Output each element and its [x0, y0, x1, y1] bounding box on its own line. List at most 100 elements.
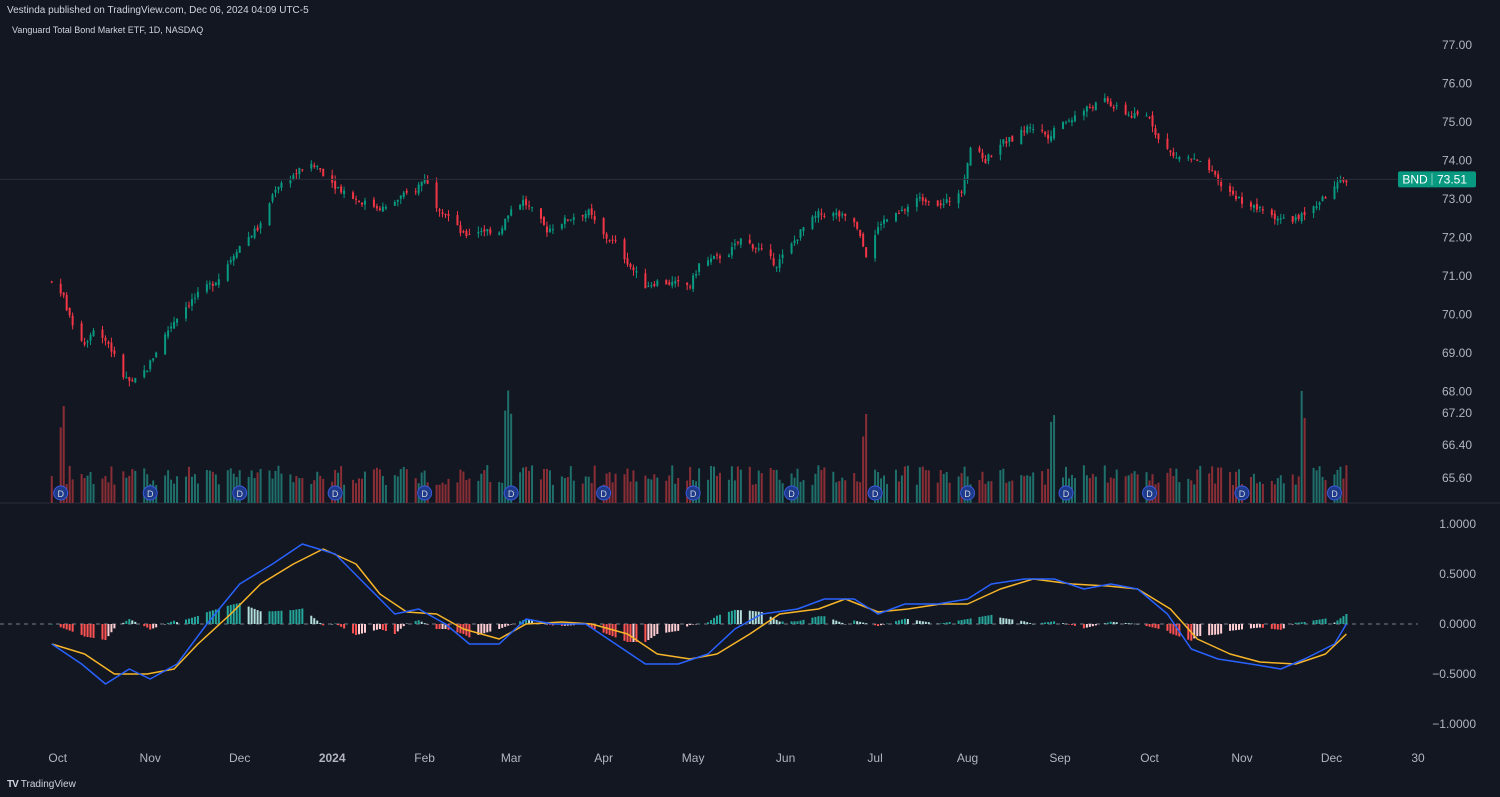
macd-histogram-bar	[1053, 621, 1056, 624]
macd-line	[51, 543, 1348, 685]
volume-bar	[1044, 484, 1047, 503]
macd-histogram-bar	[352, 624, 355, 634]
candle	[381, 206, 384, 212]
volume-bar	[581, 483, 584, 503]
candle	[205, 284, 208, 292]
candle	[626, 258, 629, 265]
volume-bar	[217, 484, 220, 503]
macd-histogram-bar	[841, 622, 844, 624]
macd-histogram-bar	[414, 621, 417, 624]
candle	[981, 152, 984, 159]
candle	[280, 182, 283, 188]
macd-histogram-bar	[739, 610, 742, 624]
dividend-marker-circle	[232, 485, 248, 501]
volume-bar	[715, 475, 718, 503]
volume-bar	[190, 476, 193, 503]
volume-bar	[372, 469, 375, 503]
macd-histogram-bar	[155, 624, 158, 628]
volume-bar	[614, 473, 617, 503]
volume-bar	[754, 484, 757, 503]
candle	[1258, 207, 1261, 209]
candle	[733, 243, 736, 246]
candle	[569, 219, 572, 221]
volume-bar	[1297, 476, 1300, 503]
dividend-marker-label: D	[236, 489, 243, 499]
candle	[1026, 126, 1029, 133]
volume-bar	[1032, 472, 1035, 503]
macd-histogram-bar	[384, 624, 387, 631]
volume-bar	[1041, 471, 1044, 503]
volume-bar	[1109, 477, 1112, 503]
candle	[880, 224, 883, 226]
volume-bar	[1047, 468, 1050, 503]
volume-bar	[1303, 417, 1306, 503]
macd-histogram-bar	[289, 610, 292, 624]
candle	[1241, 197, 1243, 204]
macd-histogram-bar	[966, 619, 969, 624]
candle	[1318, 202, 1321, 205]
candle	[1291, 216, 1294, 222]
macd-histogram-bar	[1276, 624, 1279, 630]
macd-histogram-bar	[924, 621, 927, 624]
candle	[629, 263, 632, 267]
volume-bar	[727, 479, 730, 503]
volume-bar	[539, 479, 542, 503]
volume-bar	[674, 483, 677, 503]
volume-bar	[438, 484, 441, 503]
macd-histogram-bar	[235, 603, 238, 624]
volume-bar	[465, 480, 468, 503]
macd-histogram-bar	[334, 623, 337, 625]
candle	[653, 283, 656, 286]
candle	[698, 263, 701, 272]
candle	[259, 223, 262, 229]
volume-bar	[510, 413, 513, 503]
volume-bar	[1339, 466, 1342, 503]
macd-histogram-bar	[820, 616, 823, 624]
candle	[173, 321, 176, 329]
macd-histogram-bar	[510, 624, 513, 625]
volume-bar	[1199, 465, 1202, 503]
volume-bar	[924, 470, 927, 503]
candle	[900, 209, 903, 212]
volume-bar	[402, 466, 405, 503]
macd-histogram-bar	[674, 624, 677, 632]
candle	[65, 294, 68, 311]
candle	[718, 256, 721, 259]
volume-bar	[1345, 465, 1348, 503]
candle	[146, 370, 149, 373]
volume-bar	[501, 482, 504, 503]
volume-bar	[915, 484, 918, 503]
volume-bar	[1321, 476, 1324, 503]
price-tick-label: 69.00	[1442, 346, 1472, 360]
macd-histogram-bar	[877, 624, 880, 626]
macd-histogram-bar	[927, 622, 930, 624]
candle	[402, 192, 405, 197]
tradingview-logo[interactable]: TV TradingView	[7, 779, 76, 790]
price-tick-label: 72.00	[1442, 231, 1472, 245]
candle	[414, 191, 417, 193]
volume-bar	[301, 478, 304, 503]
candle	[337, 186, 340, 188]
volume-bar	[990, 481, 993, 503]
candle	[957, 193, 960, 204]
volume-bar	[1217, 467, 1220, 503]
macd-histogram-bar	[232, 604, 235, 624]
candle	[927, 200, 930, 202]
dividend-marker-label: D	[788, 489, 795, 499]
macd-histogram-bar	[862, 622, 865, 624]
macd-histogram-bar	[107, 624, 110, 637]
volume-bar	[611, 482, 614, 503]
dividend-marker: D	[232, 485, 248, 501]
macd-histogram-bar	[1196, 624, 1199, 637]
symbol-title[interactable]: Vanguard Total Bond Market ETF, 1D, NASD…	[12, 25, 204, 35]
volume-bar	[865, 413, 868, 503]
candle	[1002, 139, 1005, 144]
volume-bar	[587, 476, 590, 503]
candle	[736, 241, 739, 243]
candle	[80, 323, 83, 341]
volume-bar	[778, 479, 781, 503]
macd-histogram-bar	[92, 624, 95, 638]
candle	[298, 168, 301, 175]
macd-histogram-bar	[715, 615, 718, 624]
